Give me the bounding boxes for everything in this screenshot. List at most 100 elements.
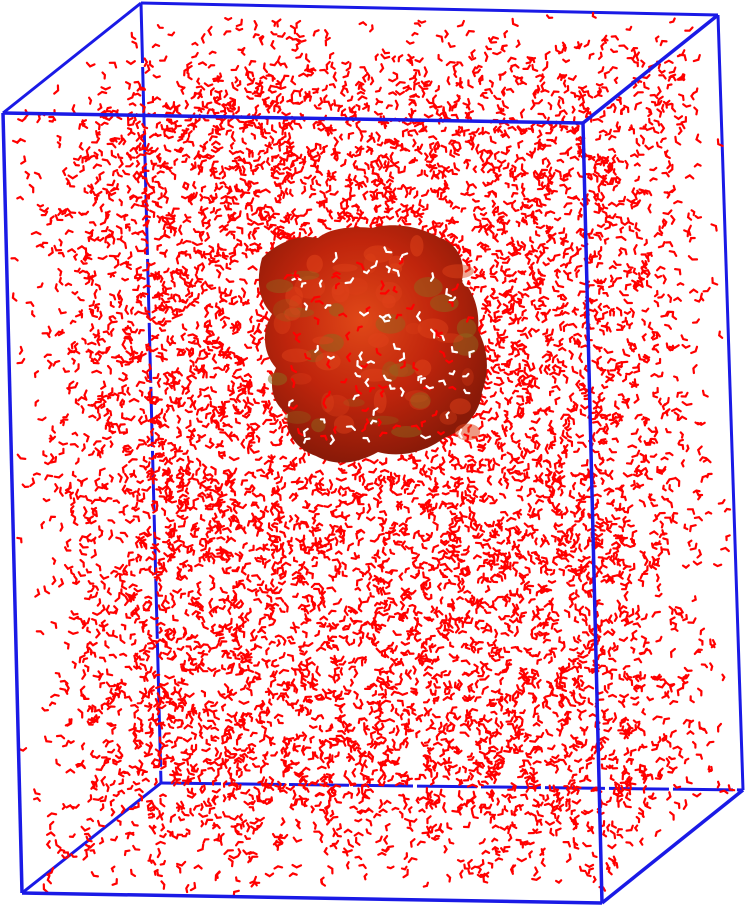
- water-molecule: [626, 783, 632, 790]
- water-molecule: [133, 617, 141, 624]
- water-molecule: [638, 188, 646, 196]
- water-molecule: [415, 717, 423, 723]
- water-molecule: [607, 646, 612, 657]
- water-molecule: [546, 467, 552, 478]
- water-molecule: [672, 745, 683, 751]
- water-molecule: [235, 840, 244, 847]
- water-molecule: [471, 66, 477, 78]
- water-molecule: [559, 109, 568, 115]
- water-molecule: [635, 149, 645, 156]
- water-molecule: [251, 230, 258, 240]
- water-molecule: [100, 226, 109, 233]
- water-molecule: [686, 508, 696, 515]
- water-molecule: [478, 420, 484, 430]
- water-molecule: [270, 171, 280, 180]
- water-molecule: [624, 159, 629, 170]
- water-molecule: [357, 95, 368, 101]
- water-molecule: [554, 169, 562, 178]
- water-molecule: [100, 121, 109, 126]
- water-molecule: [228, 517, 233, 527]
- water-molecule: [113, 392, 120, 402]
- water-molecule: [547, 744, 556, 751]
- water-molecule: [230, 131, 236, 142]
- water-molecule: [423, 707, 429, 717]
- water-molecule: [184, 213, 192, 219]
- water-molecule: [405, 206, 412, 217]
- water-molecule: [400, 865, 408, 871]
- water-molecule: [360, 656, 367, 667]
- water-molecule: [660, 123, 666, 134]
- water-molecule: [422, 763, 432, 769]
- water-molecule: [413, 69, 421, 76]
- water-molecule: [516, 369, 524, 377]
- water-molecule: [95, 237, 105, 243]
- water-molecule: [546, 363, 551, 371]
- water-molecule: [554, 280, 565, 289]
- water-molecule: [467, 135, 473, 143]
- water-molecule: [155, 121, 162, 129]
- water-molecule: [613, 276, 623, 284]
- water-molecule: [505, 145, 512, 153]
- water-molecule: [633, 162, 641, 167]
- water-molecule: [451, 168, 458, 176]
- water-molecule: [170, 172, 177, 181]
- water-molecule: [216, 269, 222, 279]
- water-molecule: [323, 503, 333, 509]
- water-molecule: [230, 515, 240, 522]
- water-molecule: [581, 726, 589, 732]
- water-molecule: [610, 628, 616, 637]
- water-molecule: [175, 473, 185, 480]
- water-molecule: [85, 270, 91, 279]
- water-molecule: [531, 668, 540, 677]
- water-molecule: [156, 377, 162, 388]
- water-molecule: [622, 472, 633, 478]
- water-molecule: [562, 233, 568, 240]
- water-molecule: [176, 238, 184, 246]
- water-molecule: [211, 108, 220, 115]
- water-molecule: [354, 855, 363, 861]
- water-molecule: [432, 696, 440, 702]
- water-molecule: [588, 52, 595, 60]
- water-molecule: [491, 824, 500, 829]
- water-molecule: [415, 730, 421, 739]
- water-molecule: [153, 96, 162, 101]
- water-molecule: [122, 569, 129, 576]
- water-molecule: [669, 699, 679, 705]
- water-molecule: [181, 810, 190, 817]
- water-molecule: [664, 681, 676, 687]
- water-molecule: [109, 293, 117, 301]
- water-molecule: [191, 743, 198, 754]
- water-molecule: [374, 710, 383, 719]
- water-molecule: [498, 338, 506, 345]
- water-molecule: [516, 646, 523, 653]
- water-molecule: [154, 452, 162, 459]
- water-molecule: [630, 153, 639, 158]
- water-molecule: [408, 187, 416, 195]
- water-molecule: [267, 522, 274, 532]
- water-molecule: [538, 198, 547, 207]
- water-molecule: [544, 353, 551, 363]
- water-molecule: [671, 514, 678, 524]
- water-molecule: [532, 721, 541, 727]
- water-molecule: [240, 377, 248, 383]
- water-molecule: [509, 864, 515, 875]
- water-molecule: [592, 420, 602, 427]
- water-molecule: [120, 588, 126, 597]
- water-molecule: [252, 33, 260, 39]
- water-molecule: [197, 434, 207, 439]
- water-molecule: [150, 546, 161, 553]
- water-molecule: [487, 495, 495, 502]
- water-molecule: [299, 178, 307, 185]
- water-molecule: [220, 694, 230, 700]
- water-molecule: [583, 39, 591, 48]
- water-molecule: [277, 833, 284, 844]
- water-molecule: [156, 810, 162, 820]
- water-molecule: [617, 725, 625, 732]
- water-molecule: [475, 605, 480, 615]
- water-molecule: [597, 556, 605, 563]
- water-molecule: [530, 261, 535, 270]
- water-molecule: [551, 556, 558, 566]
- water-molecule: [411, 553, 420, 560]
- water-molecule: [391, 756, 401, 764]
